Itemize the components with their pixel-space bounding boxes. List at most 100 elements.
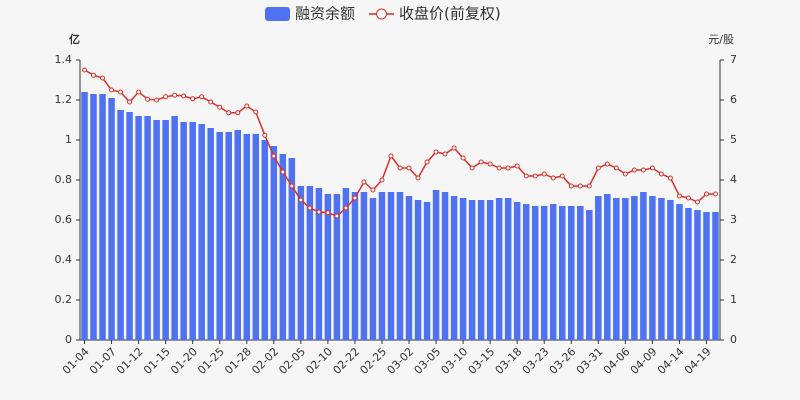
price-point (298, 197, 304, 203)
price-point (271, 153, 277, 159)
price-point (217, 104, 223, 110)
bar (243, 134, 251, 340)
price-point (550, 175, 556, 181)
price-point (154, 97, 160, 103)
bar (90, 94, 97, 340)
bar (252, 134, 260, 340)
price-point (172, 92, 178, 98)
x-tick-label: 01-20 (168, 345, 200, 377)
bar (198, 124, 205, 340)
price-point (163, 94, 169, 100)
bar (207, 128, 214, 340)
price-point (640, 167, 646, 173)
x-tick-label: 03-02 (384, 345, 416, 377)
legend-label: 融资余额 (295, 5, 355, 23)
bar (342, 188, 350, 340)
bar (261, 140, 269, 340)
price-point (460, 155, 466, 161)
bar (153, 120, 160, 340)
bar (577, 206, 584, 340)
bar (495, 198, 503, 340)
price-point (370, 187, 376, 193)
bar (712, 212, 719, 340)
price-point (127, 99, 133, 105)
price-point (82, 67, 88, 73)
bar (234, 130, 241, 340)
price-point (100, 75, 106, 81)
bar (513, 202, 521, 340)
bar (378, 192, 386, 340)
bar (685, 208, 692, 340)
bar (189, 122, 196, 340)
x-tick-label: 03-26 (547, 345, 579, 377)
y2-tick-label: 7 (730, 53, 737, 66)
price-point (424, 159, 430, 165)
bar (171, 116, 178, 340)
price-point (244, 103, 250, 109)
price-point (91, 72, 97, 78)
price-point (379, 177, 385, 183)
x-tick-label: 04-19 (682, 345, 714, 377)
y2-tick-label: 1 (730, 293, 737, 306)
bar (180, 122, 187, 340)
price-point (334, 213, 340, 219)
price-point (433, 149, 439, 155)
bar (396, 192, 404, 340)
bar (694, 210, 701, 340)
bar (540, 206, 548, 340)
bar (333, 194, 341, 340)
price-point (658, 171, 664, 177)
y2-tick-label: 2 (730, 253, 737, 266)
price-point (109, 87, 115, 93)
bar (315, 188, 323, 340)
bar (468, 200, 476, 340)
y-tick-label: 1.4 (55, 53, 73, 66)
price-point (469, 165, 475, 171)
bar (486, 200, 494, 340)
price-point (568, 183, 574, 189)
bar (658, 198, 665, 340)
bar (586, 210, 593, 340)
bar (568, 206, 575, 340)
y-tick-label: 0.4 (55, 253, 73, 266)
price-point (253, 109, 259, 115)
bar (613, 198, 620, 340)
x-tick-label: 02-05 (276, 345, 308, 377)
bar (360, 192, 368, 340)
bar (306, 186, 314, 340)
y2-tick-label: 4 (730, 173, 737, 186)
price-point (577, 183, 583, 189)
price-point (532, 173, 538, 179)
bar (351, 192, 359, 340)
price-point (397, 165, 403, 171)
price-point (676, 193, 682, 199)
bar (126, 112, 133, 340)
bar (459, 198, 467, 340)
x-tick-label: 01-15 (141, 345, 173, 377)
y-unit: 亿 (69, 32, 80, 46)
x-tick-label: 02-22 (330, 345, 362, 377)
price-point (226, 110, 232, 116)
bar (676, 204, 683, 340)
legend-swatch (376, 8, 388, 20)
bar (559, 206, 566, 340)
price-point (316, 209, 322, 215)
bar (414, 200, 422, 340)
bar (279, 154, 287, 340)
x-tick-label: 03-31 (574, 345, 606, 377)
price-point (190, 96, 196, 102)
bar (162, 120, 169, 340)
x-tick-label: 03-23 (520, 345, 552, 377)
bar (225, 132, 232, 340)
x-tick-label: 01-04 (60, 345, 92, 377)
bar (622, 198, 629, 340)
bar (108, 98, 115, 340)
price-point (352, 195, 358, 201)
bar (649, 196, 656, 340)
price-point (559, 173, 565, 179)
bar (703, 212, 710, 340)
x-tick-label: 01-28 (222, 345, 254, 377)
price-point (613, 165, 619, 171)
bar (595, 196, 602, 340)
